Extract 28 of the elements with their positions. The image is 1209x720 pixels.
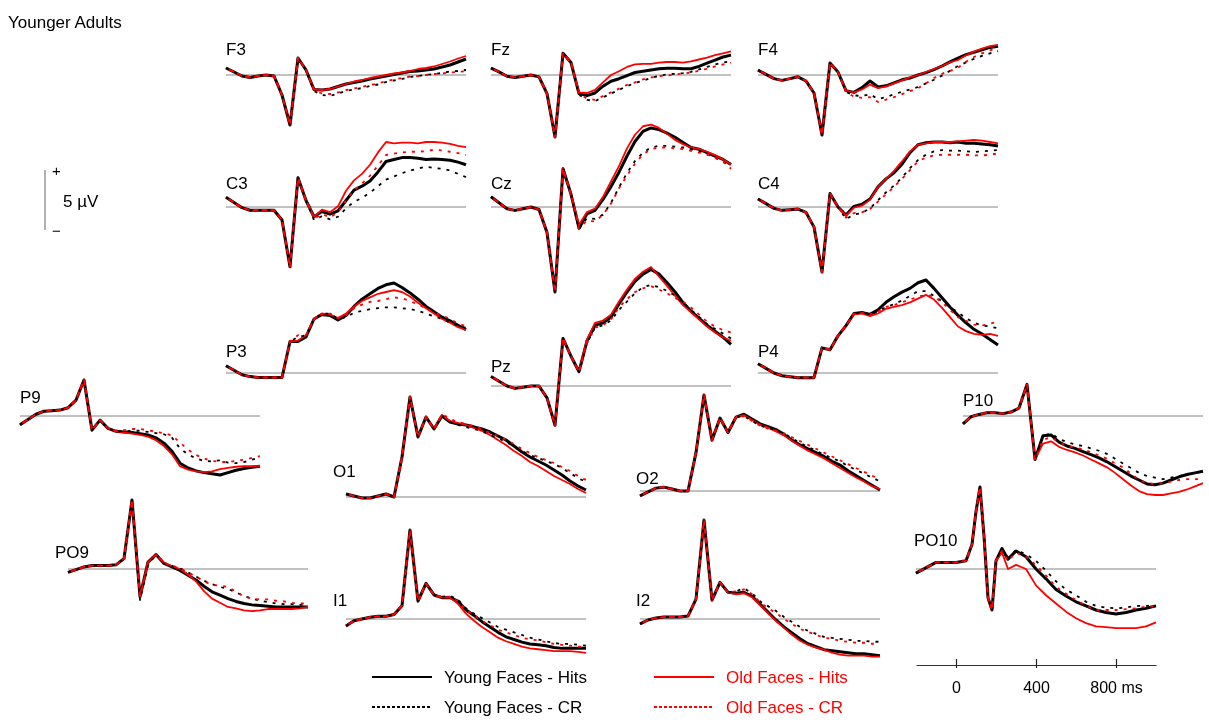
legend-label: Old Faces - Hits xyxy=(726,668,848,687)
text: PO9 xyxy=(55,543,90,562)
text: 5 µV xyxy=(63,192,99,211)
text: C3 xyxy=(226,174,248,193)
text: P3 xyxy=(226,342,247,361)
text: Cz xyxy=(491,174,512,193)
text: P9 xyxy=(20,388,41,407)
legend-label: Young Faces - CR xyxy=(444,698,583,717)
text: − xyxy=(52,222,61,239)
chart-title: P10 xyxy=(963,391,994,410)
legend-label: Old Faces - CR xyxy=(726,698,844,717)
x-tick-label: 400 xyxy=(1023,679,1050,697)
x-tick-label: 0 xyxy=(952,679,962,697)
chart-title: F3 xyxy=(226,40,246,59)
text: + xyxy=(52,162,61,179)
text: P4 xyxy=(758,342,779,361)
text: I2 xyxy=(636,591,651,610)
text: Younger Adults xyxy=(8,13,122,32)
text: C4 xyxy=(758,174,780,193)
chart-title: Fz xyxy=(491,40,510,59)
text: O2 xyxy=(636,469,659,488)
chart-title: F4 xyxy=(758,40,778,59)
text: Pz xyxy=(491,357,511,376)
x-tick-label: 800 ms xyxy=(1090,679,1143,697)
text: I1 xyxy=(333,591,348,610)
text: O1 xyxy=(333,462,356,481)
legend-label: Young Faces - Hits xyxy=(444,668,587,687)
text: PO10 xyxy=(914,531,958,550)
